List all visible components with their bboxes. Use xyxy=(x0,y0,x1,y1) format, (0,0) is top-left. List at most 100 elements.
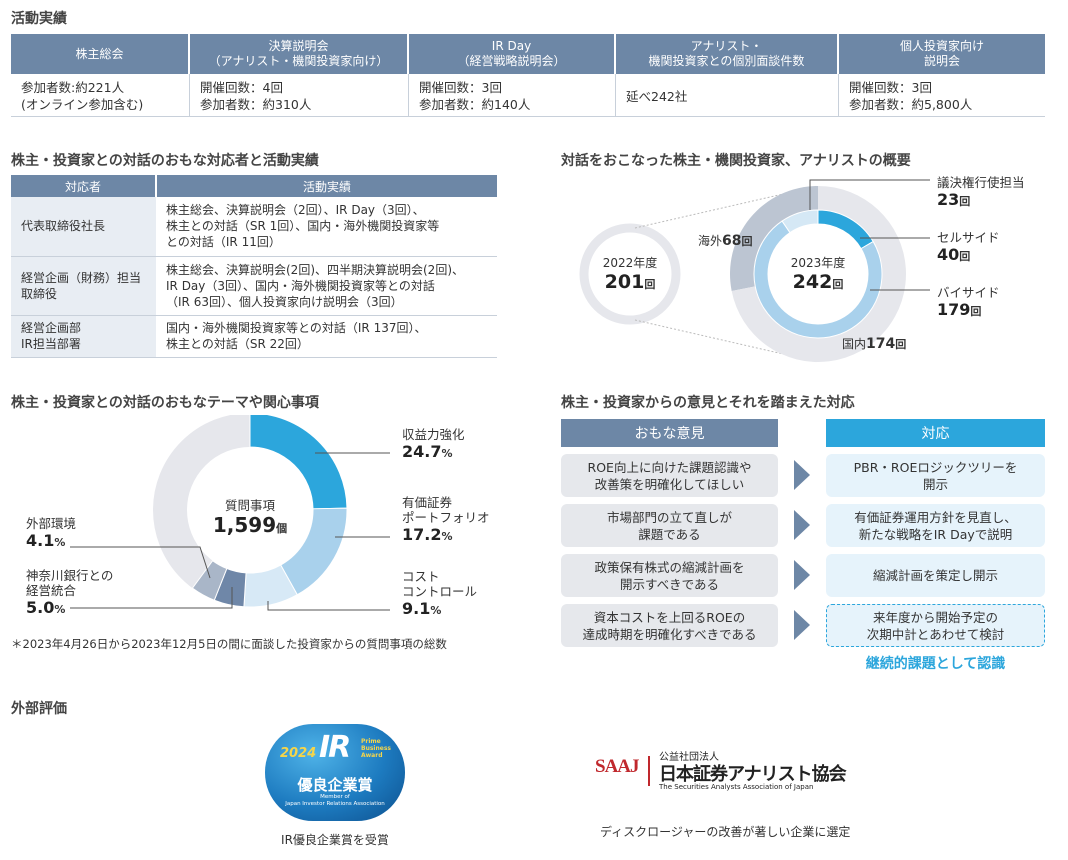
activity-cell-meetings: 延べ242社 xyxy=(626,88,687,105)
activity-cell-line: 参加者数：約5,800人 xyxy=(849,97,973,112)
themes-label-value: 24.7 xyxy=(402,442,442,461)
dialogue-table: 対応者 活動実績 代表取締役社長 株主総会、決算説明会（2回）、IR Day（3… xyxy=(11,175,497,358)
activity-cell-individual: 開催回数：3回 参加者数：約5,800人 xyxy=(849,79,972,113)
activity-header-meetings: アナリスト・ 機関投資家との個別面談件数 xyxy=(616,34,837,74)
themes-label-text: コントロール xyxy=(402,584,478,599)
dialogue-what: 国内・海外機関投資家等との対話（IR 137回）、 株主との対話（SR 22回） xyxy=(156,315,497,358)
opinion-item: 市場部門の立て直しが 課題である xyxy=(561,504,778,547)
overview-overseas: 海外68回 xyxy=(698,232,753,249)
leader-line xyxy=(809,179,930,210)
opinion-line: 政策保有株式の縮減計画を xyxy=(594,559,745,575)
overview-2022-unit: 回 xyxy=(644,278,656,291)
overview-buy: バイサイド 179回 xyxy=(937,285,1000,319)
dialogue-what-line: 株主総会、決算説明会(2回)、四半期決算説明会(2回)、 xyxy=(166,262,464,277)
award-name: 優良企業賞 xyxy=(297,776,373,794)
response-line: 新たな戦略をIR Dayで説明 xyxy=(858,526,1013,542)
award-member: Member of Japan Investor Relations Assoc… xyxy=(265,794,405,808)
themes-slice xyxy=(249,415,348,510)
dialogue-who-line: 取締役 xyxy=(21,286,58,301)
overview-2022-value: 201 xyxy=(604,271,645,293)
award-caption: IR優良企業賞を受賞 xyxy=(281,833,389,847)
activity-table: 株主総会 決算説明会 （アナリスト・機関投資家向け） IR Day （経営戦略説… xyxy=(11,34,1045,117)
saaj-sub: 公益社団法人 xyxy=(659,752,719,763)
activity-cell-irday: 開催回数：3回 参加者数：約140人 xyxy=(419,79,530,113)
themes-center-label: 質問事項 xyxy=(224,498,275,513)
activity-header-text: （アナリスト・機関投資家向け） xyxy=(208,54,389,68)
overview-sell-label: セルサイド xyxy=(937,230,1000,245)
overview-proxy-value: 23 xyxy=(937,190,960,209)
activity-header-text: 機関投資家との個別面談件数 xyxy=(648,54,805,68)
response-item: 有価証券運用方針を見直し、 新たな戦略をIR Dayで説明 xyxy=(826,504,1045,547)
saaj-logo: SAAJ 公益社団法人 日本証券アナリスト協会 The Securities A… xyxy=(595,748,865,796)
dialogue-who: 代表取締役社長 xyxy=(11,197,156,257)
saaj-name: 日本証券アナリスト協会 xyxy=(659,764,847,785)
activity-header-text: 株主総会 xyxy=(75,46,124,61)
activity-cell-earnings: 開催回数：4回 参加者数：約310人 xyxy=(200,79,311,113)
activity-header-text: IR Day xyxy=(491,39,532,53)
arrow-right-icon xyxy=(794,460,810,490)
opinions-arrows xyxy=(794,460,810,640)
dialogue-who-line: 代表取締役社長 xyxy=(21,219,106,234)
dialogue-what-line: 国内・海外機関投資家等との対話（IR 137回）、 xyxy=(166,321,427,335)
opinions-continuing: 継続的課題として認識 xyxy=(865,656,1006,672)
themes-label-text: 外部環境 xyxy=(26,516,77,531)
dialogue-who: 経営企画部 IR担当部署 xyxy=(11,315,156,358)
dialogue-what-line: との対話（IR 11回） xyxy=(166,235,281,250)
opinion-line: 改善策を明確化してほしい xyxy=(594,476,745,492)
award-prime-line: Prime xyxy=(361,738,381,745)
award-prime-line: Business xyxy=(361,745,391,752)
overview-2023: 2023年度 242回 xyxy=(782,256,854,293)
dialogue-what-line: 株主総会、決算説明会（2回）、IR Day（3回）、 xyxy=(166,203,425,218)
activity-cell-line: (オンライン参加含む) xyxy=(21,97,144,112)
themes-label-pct: % xyxy=(54,536,66,549)
arrow-right-icon xyxy=(794,610,810,640)
leader-line xyxy=(70,587,233,609)
overview-buy-value: 179 xyxy=(937,300,971,319)
opinion-line: 資本コストを上回るROEの xyxy=(593,609,746,625)
saaj-mark: SAAJ xyxy=(595,756,650,786)
opinions-right-header: 対応 xyxy=(826,419,1045,447)
themes-title: 株主・投資家との対話のおもなテーマや関心事項 xyxy=(11,395,319,411)
opinion-line: 達成時期を明確化すべきである xyxy=(582,626,757,642)
overview-2022: 2022年度 201回 xyxy=(599,256,661,293)
opinion-line: 開示すべきである xyxy=(619,576,719,592)
themes-label-value: 9.1 xyxy=(402,599,431,618)
overview-sell-unit: 回 xyxy=(959,250,971,263)
overview-domestic-label: 国内 xyxy=(842,337,867,351)
overview-2023-unit: 回 xyxy=(832,278,844,291)
opinion-item: 資本コストを上回るROEの 達成時期を明確化すべきである xyxy=(561,604,778,647)
opinion-item: ROE向上に向けた課題認識や 改善策を明確化してほしい xyxy=(561,454,778,497)
themes-label-pct: % xyxy=(441,447,453,460)
arrow-right-icon xyxy=(794,560,810,590)
dialogue-what: 株主総会、決算説明会(2回)、四半期決算説明会(2回)、 IR Day（3回）、… xyxy=(156,256,497,316)
themes-label-merger: 神奈川銀行との 経営統合 5.0% xyxy=(26,568,113,617)
leader-line xyxy=(267,601,390,611)
award-member-line: Japan Investor Relations Association xyxy=(285,801,385,807)
saaj-caption: ディスクロージャーの改善が著しい企業に選定 xyxy=(600,825,851,839)
activity-cell-line: 参加者数：約140人 xyxy=(419,97,531,112)
themes-chart xyxy=(70,415,390,611)
themes-label-pct: % xyxy=(430,604,442,617)
dialogue-what: 株主総会、決算説明会（2回）、IR Day（3回）、 株主との対話（SR 1回）… xyxy=(156,197,497,257)
dialogue-what-line: 株主との対話（SR 1回）、国内・海外機関投資家等 xyxy=(166,219,440,234)
themes-label-value: 17.2 xyxy=(402,525,442,544)
activity-header-text: 決算説明会 xyxy=(268,39,329,53)
opinion-line: 市場部門の立て直しが xyxy=(606,509,732,525)
opinions-title: 株主・投資家からの意見とそれを踏まえた対応 xyxy=(561,395,855,411)
dialogue-what-line: （IR 63回）、個人投資家向け説明会（3回） xyxy=(166,294,403,309)
activity-cell-line: 開催回数：4回 xyxy=(200,80,283,95)
activity-header-text: 個人投資家向け xyxy=(899,39,984,53)
themes-label-text: ポートフォリオ xyxy=(402,510,490,525)
themes-label-pct: % xyxy=(54,603,66,616)
opinion-line: ROE向上に向けた課題認識や xyxy=(587,459,752,475)
themes-label-text: 有価証券 xyxy=(402,495,453,510)
themes-label-text: 収益力強化 xyxy=(402,427,465,442)
dialogue-who-line: IR担当部署 xyxy=(21,337,81,351)
table-row: 代表取締役社長 株主総会、決算説明会（2回）、IR Day（3回）、 株主との対… xyxy=(11,197,497,257)
activity-cell-line: 開催回数：3回 xyxy=(419,80,502,95)
themes-label-cost: コスト コントロール 9.1% xyxy=(402,569,477,618)
response-line: 開示 xyxy=(922,476,948,492)
opinion-item: 政策保有株式の縮減計画を 開示すべきである xyxy=(561,554,778,597)
themes-center: 質問事項 1,599個 xyxy=(190,498,310,537)
themes-label-profit: 収益力強化 24.7% xyxy=(402,427,465,461)
